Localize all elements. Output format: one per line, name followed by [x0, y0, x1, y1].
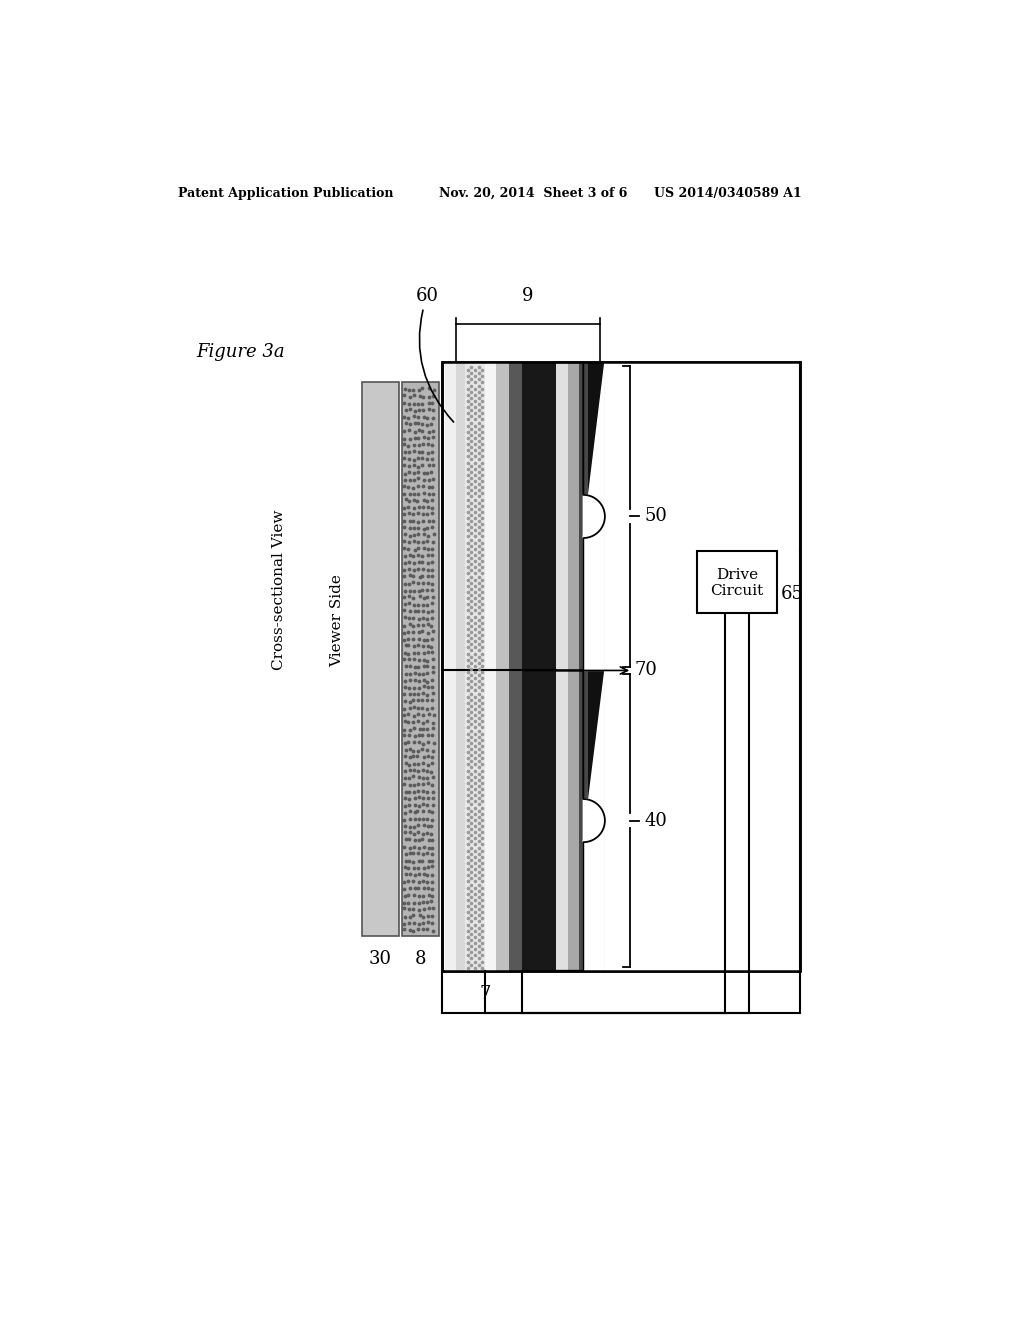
Bar: [444, 363, 456, 970]
Bar: [556, 671, 568, 970]
Text: 70: 70: [524, 661, 657, 680]
Bar: [509, 363, 521, 970]
Text: 7: 7: [479, 985, 490, 1003]
Bar: [484, 363, 496, 970]
Bar: [442, 363, 801, 970]
Bar: [556, 363, 568, 671]
Bar: [401, 381, 438, 936]
Bar: [568, 671, 579, 970]
Bar: [568, 363, 579, 671]
Bar: [696, 552, 777, 612]
Text: Nov. 20, 2014  Sheet 3 of 6: Nov. 20, 2014 Sheet 3 of 6: [438, 187, 627, 199]
Text: 50: 50: [645, 507, 668, 525]
Text: Cross-sectional View: Cross-sectional View: [272, 510, 286, 669]
Bar: [579, 671, 588, 970]
Text: 30: 30: [369, 950, 391, 968]
Bar: [521, 363, 556, 970]
Text: 8: 8: [415, 950, 426, 968]
Text: Circuit: Circuit: [711, 585, 764, 598]
Text: Viewer Side: Viewer Side: [330, 574, 344, 667]
Text: 60: 60: [416, 286, 454, 422]
Bar: [588, 671, 605, 970]
Bar: [605, 363, 801, 671]
Text: Patent Application Publication: Patent Application Publication: [178, 187, 394, 199]
Text: 40: 40: [645, 812, 668, 829]
Bar: [361, 381, 398, 936]
Polygon shape: [584, 671, 605, 970]
Text: US 2014/0340589 A1: US 2014/0340589 A1: [654, 187, 802, 199]
Bar: [588, 363, 605, 671]
Text: Drive: Drive: [716, 568, 758, 582]
Bar: [442, 363, 801, 970]
Bar: [456, 363, 465, 970]
Bar: [579, 363, 588, 671]
Text: 65: 65: [781, 586, 804, 603]
Bar: [605, 671, 801, 970]
Text: Figure 3a: Figure 3a: [196, 343, 285, 362]
Bar: [465, 363, 484, 970]
Text: 9: 9: [522, 286, 534, 305]
Bar: [496, 363, 509, 970]
Polygon shape: [584, 363, 605, 671]
